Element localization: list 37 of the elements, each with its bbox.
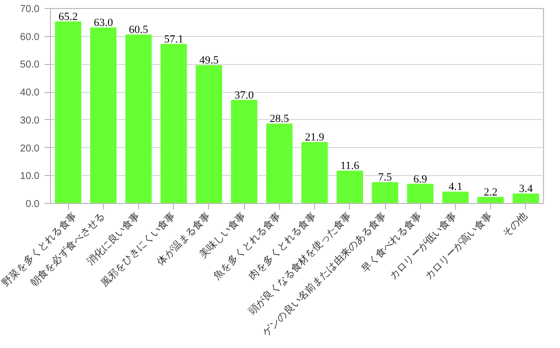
y-tick-label: 30.0 <box>20 115 40 126</box>
x-tick-label: その他 <box>500 210 530 240</box>
y-tick-label: 0.0 <box>26 199 40 210</box>
data-label: 57.1 <box>164 33 184 46</box>
bar <box>407 184 434 204</box>
bar <box>266 124 293 204</box>
bar <box>512 194 540 204</box>
y-tick-label: 60.0 <box>20 32 40 43</box>
data-label: 28.5 <box>270 113 290 126</box>
y-tick-label: 50.0 <box>20 60 40 71</box>
bar <box>301 142 328 204</box>
data-label: 60.5 <box>128 24 149 36</box>
y-tick-label: 40.0 <box>20 88 40 99</box>
data-label: 37.0 <box>234 89 254 102</box>
data-label: 21.9 <box>304 131 325 144</box>
data-label: 63.0 <box>94 17 114 29</box>
data-label: 2.2 <box>484 186 498 198</box>
y-tick-label: 70.0 <box>20 4 40 15</box>
y-tick-label: 10.0 <box>20 171 40 182</box>
bar <box>372 182 398 204</box>
data-label: 49.5 <box>199 54 220 67</box>
bar <box>442 192 469 204</box>
bar <box>196 65 222 204</box>
data-label: 65.2 <box>58 10 78 23</box>
data-label: 7.5 <box>378 172 392 184</box>
bar <box>90 28 116 204</box>
bar <box>231 100 258 204</box>
data-label: 3.4 <box>519 183 534 196</box>
bar <box>478 196 504 204</box>
bar <box>54 21 82 204</box>
data-label: 4.1 <box>448 181 462 194</box>
bar <box>336 170 363 204</box>
bar <box>125 34 152 204</box>
data-label: 6.9 <box>413 173 428 186</box>
data-label: 11.6 <box>340 160 360 172</box>
bar <box>160 44 187 204</box>
y-tick-label: 20.0 <box>20 143 40 154</box>
